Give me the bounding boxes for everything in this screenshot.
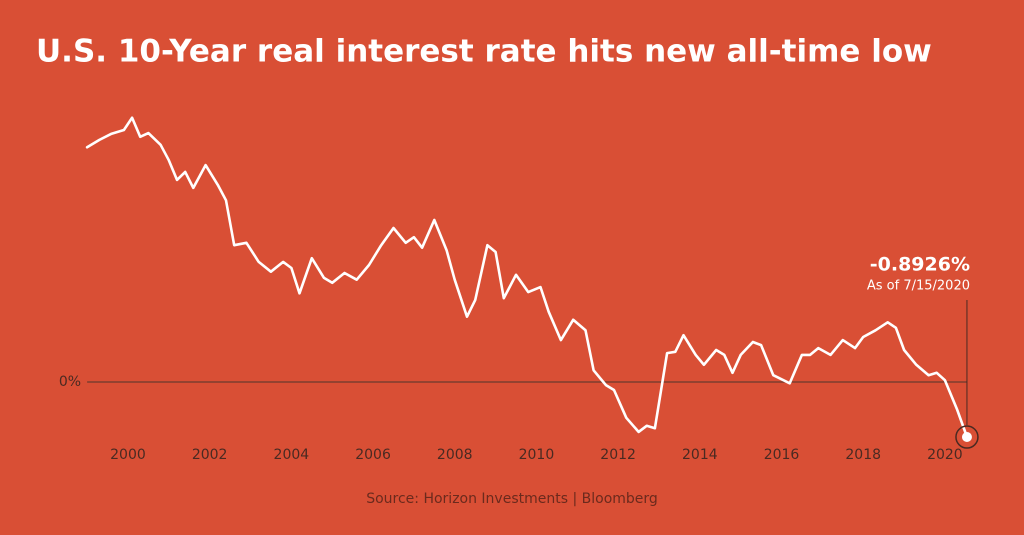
x-tick-label: 2000 xyxy=(110,447,146,463)
annotation-value: -0.8926% xyxy=(870,254,970,276)
annotation-note: As of 7/15/2020 xyxy=(867,279,970,294)
x-tick-label: 2002 xyxy=(192,447,228,463)
x-tick-label: 2018 xyxy=(845,447,881,463)
x-tick-label: 2008 xyxy=(437,447,473,463)
end-ring xyxy=(955,425,979,449)
x-tick-label: 2016 xyxy=(764,447,800,463)
chart-title: U.S. 10-Year real interest rate hits new… xyxy=(36,34,932,70)
y-tick-label: 0% xyxy=(59,374,81,390)
source: Source: Horizon Investments | Bloomberg xyxy=(366,491,658,507)
end-point xyxy=(961,432,972,443)
x-tick-label: 2012 xyxy=(600,447,636,463)
x-tick-label: 2010 xyxy=(519,447,555,463)
x-tick-label: 2020 xyxy=(927,447,963,463)
x-tick-label: 2014 xyxy=(682,447,718,463)
x-tick-label: 2004 xyxy=(274,447,310,463)
line xyxy=(85,116,969,439)
x-tick-label: 2006 xyxy=(355,447,391,463)
